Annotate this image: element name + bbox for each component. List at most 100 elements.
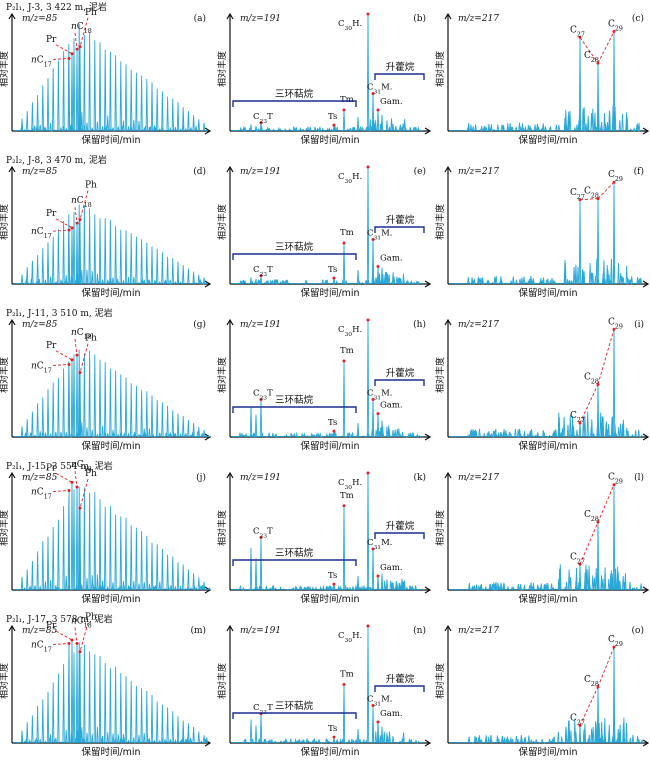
peak-label-Ph: Ph [85, 334, 97, 344]
peak-label-Gam: Gam. [380, 253, 403, 263]
leader-line [597, 31, 615, 64]
peak-label-Gam: Gam. [380, 563, 403, 573]
peak-label-C31M: C31M. [367, 389, 392, 402]
y-axis-arrow [444, 318, 452, 326]
x-axis-arrow [642, 739, 650, 747]
leader-line [74, 207, 78, 224]
tricyclic-label: 三环萜烷 [275, 241, 314, 253]
tricyclic-bracket [232, 100, 357, 107]
tricyclic-bracket [232, 712, 357, 719]
leader-line [52, 364, 69, 366]
peak-marker-C23T [259, 121, 263, 125]
y-axis-arrow [444, 165, 452, 173]
x-axis-label: 保留时间/min [81, 134, 140, 146]
peak-label-C31M: C31M. [367, 229, 392, 242]
peak-label-C23T: C23T [253, 112, 273, 125]
peak-label-C27: C27 [570, 411, 585, 424]
peak-label-Ph: Ph [85, 181, 97, 191]
chromatogram-trace [14, 349, 212, 438]
hopane-bracket [374, 226, 425, 233]
x-axis-arrow [424, 127, 432, 135]
x-axis-arrow [424, 739, 432, 747]
x-axis-label: 保留时间/min [518, 287, 577, 299]
y-axis-arrow [8, 318, 16, 326]
chromatogram-trace [14, 23, 209, 132]
peak-label-C29: C29 [608, 20, 623, 33]
leader-line [597, 646, 615, 688]
sample-label: P₂l₁, J-11, 3 510 m, 泥岩 [6, 307, 113, 319]
peak-label-nC18: nC18 [71, 22, 92, 34]
hopane-label: 升藿烷 [386, 214, 415, 226]
chromatogram-trace [232, 625, 424, 744]
x-axis-label: 保留时间/min [300, 593, 359, 605]
panel-letter: (f) [634, 166, 644, 177]
peak-label-C31M: C31M. [367, 695, 392, 708]
peak-marker-C23T [259, 274, 263, 278]
leader-line [579, 686, 599, 726]
mz-label: m/z=191 [240, 167, 281, 177]
y-axis-label: 相对丰度 [434, 357, 446, 393]
peak-marker-nC17 [67, 56, 71, 60]
x-axis-arrow [424, 280, 432, 288]
chromatogram-trace [14, 204, 209, 285]
leader-line [74, 339, 78, 356]
y-axis-arrow [8, 471, 16, 479]
x-axis-label: 保留时间/min [518, 746, 577, 758]
x-axis-label: 保留时间/min [81, 593, 140, 605]
leader-line [55, 350, 73, 361]
peak-label-C28: C28 [584, 187, 599, 200]
x-axis-arrow [642, 280, 650, 288]
panel-letter: (l) [634, 472, 644, 483]
y-axis-label: 相对丰度 [0, 204, 10, 240]
peak-marker-nC17 [67, 362, 71, 366]
panel-letter: (g) [193, 319, 206, 330]
chromatogram-trace [450, 182, 642, 285]
peak-label-Ph: Ph [85, 469, 97, 479]
peak-marker-C23T [259, 535, 263, 539]
tricyclic-bracket [232, 253, 357, 260]
peak-label-Ts: Ts [328, 112, 337, 122]
peak-marker-C31M [371, 238, 375, 242]
sample-label: P₂l₁, J-3, 3 422 m, 泥岩 [6, 1, 107, 13]
leader-line [55, 630, 73, 641]
leader-line [579, 521, 599, 565]
leader-line [579, 384, 599, 424]
peak-label-nC17: nC17 [31, 361, 52, 374]
peak-marker-Tm [342, 241, 346, 245]
panel-letter: (k) [414, 472, 426, 483]
peak-marker-C30H [366, 624, 370, 628]
y-axis-arrow [8, 624, 16, 632]
leader-line [579, 198, 599, 201]
y-axis-arrow [8, 12, 16, 20]
peak-label-Ts: Ts [328, 571, 337, 581]
y-axis-arrow [226, 471, 234, 479]
peak-label-C30H: C30H. [338, 478, 362, 491]
peak-label-Pr: Pr [46, 621, 57, 631]
peak-label-C29: C29 [608, 170, 623, 183]
chromatogram-trace [450, 31, 643, 132]
peak-marker-C23T [259, 398, 263, 402]
peak-label-C28: C28 [584, 372, 599, 385]
mz-label: m/z=217 [458, 473, 499, 483]
peak-label-C30H: C30H. [338, 631, 362, 644]
leader-line [55, 218, 73, 229]
y-axis-label: 相对丰度 [434, 51, 446, 87]
hopane-bracket [374, 685, 425, 692]
tricyclic-bracket [232, 406, 357, 413]
panel-letter: (d) [193, 166, 206, 177]
mz-label: m/z=191 [240, 626, 281, 636]
peak-marker-Tm [342, 683, 346, 686]
leader-line [52, 229, 69, 232]
mz-label: m/z=85 [22, 473, 58, 483]
hopane-label: 升藿烷 [386, 520, 415, 532]
peak-label-nC18: nC18 [71, 460, 92, 473]
leader-line [79, 343, 89, 373]
chromatogram-trace [450, 647, 644, 744]
leader-line [79, 190, 89, 220]
peak-label-C31M: C31M. [367, 538, 392, 551]
x-axis-label: 保留时间/min [518, 134, 577, 146]
peak-marker-Ts [332, 276, 336, 280]
peak-label-Tm: Tm [340, 228, 354, 238]
peak-label-C27: C27 [570, 188, 585, 201]
x-axis-label: 保留时间/min [300, 746, 359, 758]
